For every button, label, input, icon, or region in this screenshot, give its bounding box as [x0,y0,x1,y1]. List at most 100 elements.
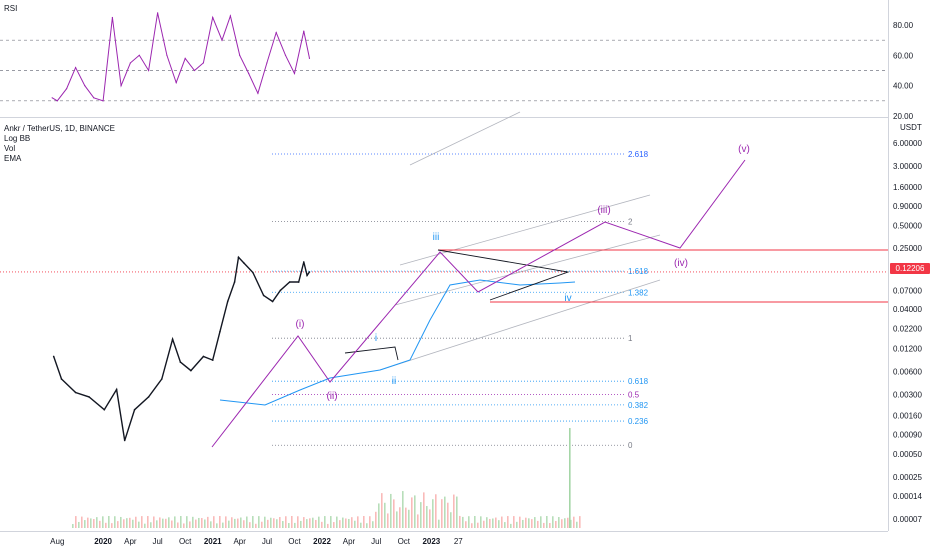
volume-bar [117,521,119,528]
fib-level-label: 0 [628,441,633,450]
price-tick-label: 0.00014 [893,492,922,501]
volume-bar [159,517,161,528]
volume-bar [309,518,311,528]
fib-level-label: 1 [628,334,633,343]
volume-bar [495,517,497,528]
fib-level-label: 2 [628,218,633,227]
rsi-point [102,100,104,102]
volume-bar [222,522,224,528]
price-point [190,369,192,372]
price-point [52,355,55,358]
volume-bar [150,522,152,528]
volume-bar [528,518,530,528]
volume-bar [486,517,488,528]
volume-bar [402,491,404,528]
volume-bar [381,493,383,528]
volume-bar [279,517,281,528]
volume-bar [318,516,320,528]
price-tick-label: 0.07000 [893,286,922,295]
volume-bar [516,521,518,528]
price-point [237,256,240,259]
price-point [308,271,311,273]
volume-bar [129,517,131,528]
volume-bar [420,502,422,528]
rsi-point [221,39,223,41]
volume-bar [321,521,323,528]
volume-bar [411,497,413,528]
rsi-point [138,54,140,56]
fib-level-label: 1.618 [628,267,649,276]
volume-bar [462,516,464,528]
volume-bar [399,507,401,528]
rsi-point [51,97,53,99]
time-tick-label: 2021 [204,537,222,546]
price-point [262,294,265,297]
channel-line [409,111,521,166]
volume-bar [255,523,257,528]
volume-bar [525,517,527,528]
price-tick-label: 0.00050 [893,450,922,459]
volume-bar [204,519,206,528]
rsi-point [56,100,58,102]
volume-bar [564,518,566,528]
volume-bar [480,516,482,528]
volume-bar [336,516,338,528]
rsi-tick-label: 20.00 [893,112,914,121]
chart-legend: Ankr / TetherUS, 1D, BINANCE Log BB Vol … [4,124,115,164]
volume-bar [180,516,182,528]
volume-bar [192,516,194,528]
volume-bar [111,523,113,528]
volume-bar [501,516,503,528]
indicator-log-bb[interactable]: Log BB [4,134,31,143]
volume-bar [384,502,386,528]
price-point [133,408,136,411]
price-point [279,289,282,292]
rsi-point [184,57,186,59]
rsi-point [308,57,311,59]
volume-bar [84,520,86,528]
symbol-title[interactable]: Ankr / TetherUS, 1D, BINANCE [4,124,115,133]
rsi-pane[interactable] [0,12,888,102]
price-pane[interactable]: 2.618 2 1.618 1.382 1 0.618 0.50.382 0.236 0 (i) (… [0,111,888,528]
volume-bar [558,517,560,528]
volume-bar [504,522,506,528]
volume-bar [435,494,437,528]
volume-bar [546,516,548,528]
indicator-vol[interactable]: Vol [4,144,16,153]
volume-bar [252,516,254,528]
volume-bar [213,516,215,528]
rsi-tick-label: 80.00 [893,21,914,30]
rsi-point [212,16,214,19]
volume-bar [93,519,95,528]
price-point [226,300,229,303]
volume-bar [246,516,248,528]
volume-bar [543,522,545,528]
price-point [271,300,274,303]
volume-bar [123,519,125,528]
volume-bar [78,521,80,528]
rsi-point [93,97,95,99]
time-tick-label: 2020 [94,537,112,546]
indicator-ema[interactable]: EMA [4,154,22,163]
volume-bar [237,518,239,528]
volume-bar [96,517,98,528]
volume-bar [306,519,308,528]
wave-label-blue: ii [392,376,396,387]
volume-bar [567,517,569,528]
price-point [211,359,214,361]
volume-bar [369,516,371,528]
volume-bar [342,517,344,528]
rsi-point [284,54,287,56]
volume-bar [90,518,92,528]
volume-bar [426,506,428,528]
volume-bar [303,517,305,528]
volume-bar [483,520,485,528]
volume-bar [102,516,104,528]
volume-bar [186,516,188,528]
price-point [306,274,308,277]
volume-bar [282,521,284,528]
price-tick-label: 0.04000 [893,305,922,314]
volume-bar [519,516,521,528]
rsi-point [257,92,259,94]
